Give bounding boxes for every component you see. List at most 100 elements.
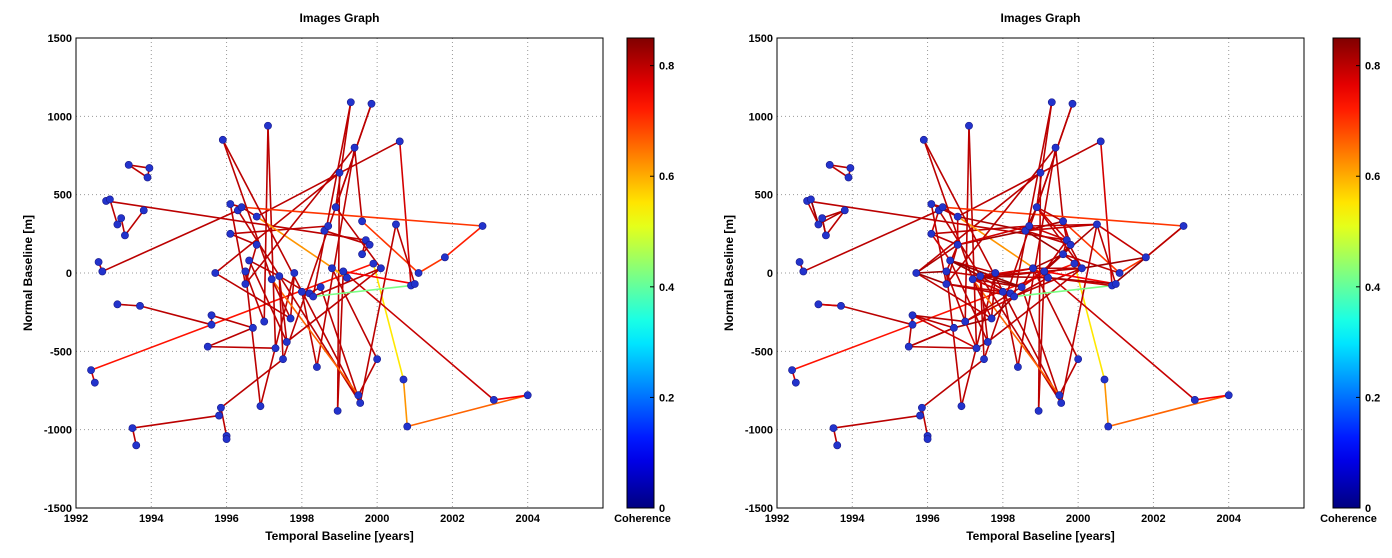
- acquisition-point: [829, 424, 838, 432]
- acquisition-point: [267, 275, 276, 284]
- graph-edge: [244, 147, 356, 285]
- y-tick-label: 1500: [749, 33, 773, 45]
- graph-edge: [960, 272, 997, 407]
- acquisition-point: [523, 391, 532, 400]
- graph-edge: [90, 262, 374, 371]
- acquisition-point: [1096, 137, 1105, 146]
- acquisition-point: [373, 355, 382, 364]
- graph-edge: [334, 103, 373, 208]
- graph-edge: [372, 263, 405, 380]
- graph-edge: [357, 358, 378, 396]
- graph-edge: [991, 295, 1015, 320]
- acquisition-point: [1014, 363, 1022, 371]
- acquisition-point: [799, 267, 808, 276]
- graph-edge: [271, 278, 292, 319]
- chart-title: Images Graph: [1000, 11, 1080, 25]
- graph-edge: [968, 125, 978, 349]
- colorbar-tick-label: 0.4: [1365, 282, 1381, 294]
- graph-edge: [1058, 358, 1079, 396]
- graph-edge: [915, 272, 992, 320]
- acquisition-point: [143, 173, 152, 182]
- graph-edge: [833, 414, 921, 429]
- acquisition-point: [117, 214, 126, 223]
- acquisition-point: [87, 366, 95, 375]
- acquisition-point: [1115, 269, 1124, 277]
- graph-edge: [946, 270, 981, 277]
- acquisition-point: [942, 267, 951, 276]
- acquisition-point: [791, 378, 800, 387]
- acquisition-point: [346, 98, 355, 107]
- acquisition-point: [203, 342, 212, 351]
- graph-edge: [139, 305, 212, 326]
- acquisition-point: [1068, 99, 1077, 108]
- acquisition-point: [392, 220, 400, 229]
- acquisition-point: [369, 259, 378, 268]
- x-tick-label: 2000: [1066, 513, 1090, 525]
- graph-edge: [1103, 379, 1110, 427]
- y-tick-label: -500: [751, 346, 773, 358]
- graph-edge: [972, 278, 1060, 396]
- acquisition-point: [818, 214, 827, 223]
- acquisition-point: [245, 256, 254, 265]
- graph-edge: [912, 314, 966, 323]
- graph-edge: [945, 271, 963, 407]
- acquisition-point: [218, 135, 227, 144]
- graph-edge: [398, 141, 412, 286]
- acquisition-point: [226, 200, 235, 208]
- graph-edge: [286, 267, 382, 343]
- acquisition-point: [124, 160, 133, 169]
- x-tick-label: 1994: [139, 513, 164, 525]
- graph-edge: [220, 358, 284, 409]
- graph-edge: [923, 139, 974, 280]
- acquisition-point: [260, 317, 269, 326]
- graph-edge: [980, 270, 1045, 277]
- acquisition-point: [991, 269, 1000, 277]
- graph-edge: [407, 394, 528, 428]
- acquisition-point: [350, 143, 359, 152]
- acquisition-point: [282, 338, 291, 346]
- acquisition-point: [1179, 222, 1188, 230]
- acquisition-point: [252, 212, 261, 221]
- graph-edge: [312, 267, 382, 298]
- chart-title: Images Graph: [299, 11, 379, 25]
- graph-edge: [132, 414, 220, 429]
- acquisition-point: [256, 402, 265, 411]
- graph-edge: [1028, 225, 1068, 241]
- acquisition-point: [403, 422, 412, 431]
- acquisition-point: [121, 231, 129, 240]
- graph-edge: [930, 233, 951, 261]
- acquisition-point: [1034, 406, 1043, 415]
- acquisition-point: [1044, 273, 1052, 282]
- graph-edge: [1043, 239, 1068, 272]
- graph-edge: [957, 215, 1026, 232]
- x-tick-label: 1998: [991, 513, 1015, 525]
- acquisition-point: [837, 301, 845, 310]
- graph-edge: [312, 102, 352, 297]
- graph-edge: [444, 225, 484, 258]
- y-tick-label: -1500: [745, 503, 773, 515]
- acquisition-point: [1100, 375, 1109, 384]
- acquisition-point: [1224, 391, 1233, 400]
- acquisition-point: [912, 269, 921, 277]
- acquisition-point: [113, 300, 122, 309]
- acquisition-point: [489, 395, 498, 404]
- y-tick-label: 0: [767, 268, 773, 280]
- graph-edge: [980, 275, 1022, 288]
- graph-edge: [1062, 253, 1120, 274]
- acquisition-point: [1017, 283, 1026, 291]
- x-tick-label: 1996: [915, 513, 939, 525]
- graph-edge: [957, 140, 1102, 218]
- graph-edge: [359, 224, 397, 404]
- acquisition-point: [1057, 399, 1066, 407]
- acquisition-point: [264, 121, 272, 130]
- acquisition-point: [358, 250, 366, 259]
- graph-edge: [267, 125, 277, 349]
- acquisition-point: [286, 314, 295, 323]
- acquisition-point: [358, 217, 366, 226]
- x-axis-label: Temporal Baseline [years]: [265, 529, 414, 543]
- x-tick-label: 1992: [64, 513, 88, 525]
- graph-edge: [1043, 244, 1072, 272]
- acquisition-point: [806, 195, 815, 204]
- acquisition-point: [207, 311, 216, 320]
